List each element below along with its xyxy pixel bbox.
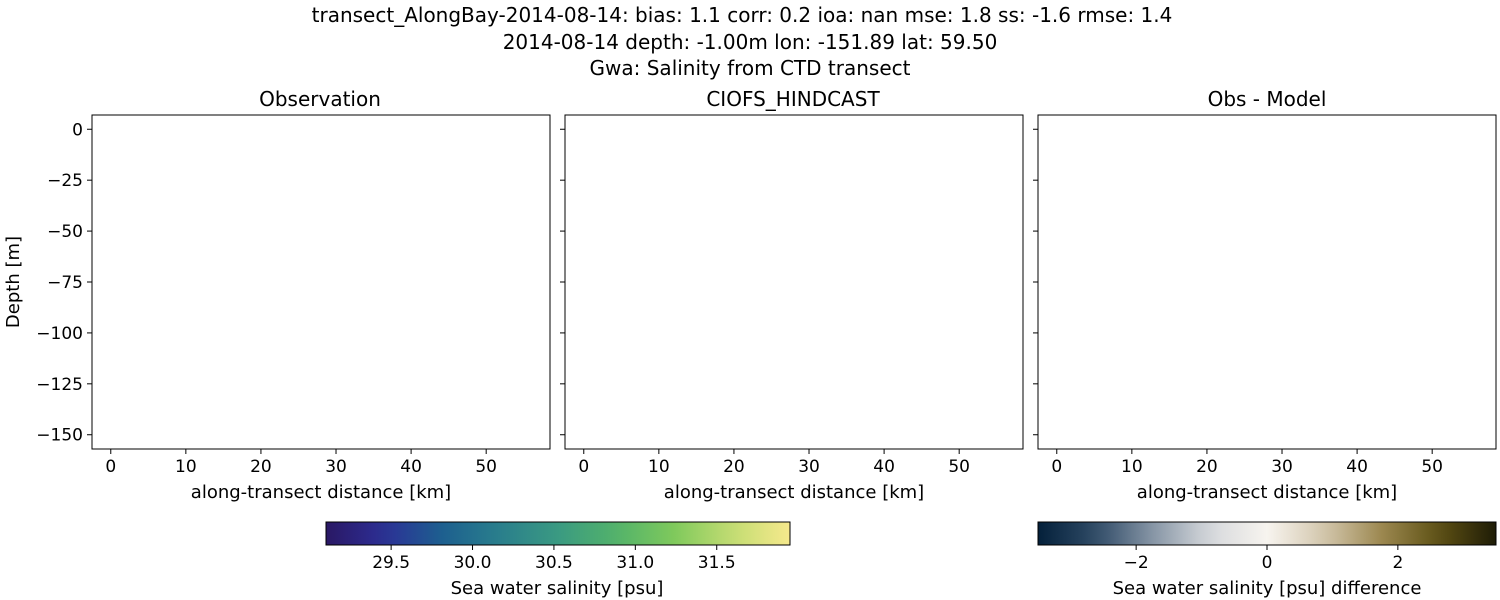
- x-tick-label: 20: [250, 457, 272, 477]
- panel-difference-title: Obs - Model: [1208, 87, 1327, 111]
- colorbar-tick-label: 31.0: [616, 553, 654, 573]
- x-tick-label: 20: [1196, 457, 1218, 477]
- panel-model: CIOFS_HINDCAST 0 10 20 30 40 50 along-transec…: [560, 87, 1024, 503]
- colorbar-salinity-ticks: 29.5 30.0 30.5 31.0 31.5: [372, 545, 736, 573]
- panel-difference-marks: [1052, 127, 1482, 449]
- y-tick-label: −125: [36, 375, 83, 395]
- panel-observation: Observation 0 10 20 30 40 50 0 −25 −50 −75 −100 −1…: [3, 87, 551, 503]
- y-tick-label: −25: [47, 171, 83, 191]
- x-tick-label: 30: [325, 457, 347, 477]
- x-tick-label: 10: [1121, 457, 1143, 477]
- figure-title-line-1: transect_AlongBay-2014-08-14: bias: 1.1 …: [312, 3, 1173, 27]
- y-tick-label: −50: [47, 222, 83, 242]
- panel-observation-y-ticks: 0 −25 −50 −75 −100 −125 −150: [36, 120, 92, 446]
- y-tick-label: −150: [36, 426, 83, 446]
- figure-title-line-3: Gwa: Salinity from CTD transect: [590, 56, 911, 80]
- colorbar-tick-label: 29.5: [372, 553, 410, 573]
- colorbar-tick-label: 2: [1392, 553, 1403, 573]
- colorbar-tick-label: −2: [1124, 553, 1149, 573]
- colorbar-salinity-bar: [325, 521, 791, 546]
- x-tick-label: 30: [798, 457, 820, 477]
- panel-difference-frame: [1037, 114, 1497, 450]
- x-tick-label: 40: [873, 457, 895, 477]
- figure-title-line-2: 2014-08-14 depth: -1.00m lon: -151.89 la…: [503, 30, 998, 54]
- x-tick-label: 50: [948, 457, 970, 477]
- panel-model-xlabel: along-transect distance [km]: [664, 482, 924, 503]
- panel-observation-xlabel: along-transect distance [km]: [191, 482, 451, 503]
- colorbar-difference-bar: [1037, 521, 1497, 546]
- x-tick-label: 0: [1051, 457, 1062, 477]
- panel-difference-y-ticks: [1033, 128, 1038, 436]
- x-tick-label: 0: [578, 457, 589, 477]
- panel-observation-x-ticks: 0 10 20 30 40 50: [105, 449, 497, 477]
- colorbar-salinity: 29.5 30.0 30.5 31.0 31.5 Sea water salinity …: [325, 521, 791, 599]
- x-tick-label: 30: [1271, 457, 1293, 477]
- panel-difference: Obs - Model 0 10 20 30 40 50 along-transect d…: [1033, 87, 1497, 503]
- x-tick-label: 50: [475, 457, 497, 477]
- x-tick-label: 40: [400, 457, 422, 477]
- x-tick-label: 0: [105, 457, 116, 477]
- colorbar-salinity-label: Sea water salinity [psu]: [451, 578, 664, 599]
- x-tick-label: 40: [1346, 457, 1368, 477]
- panel-observation-frame: [91, 114, 551, 450]
- panel-model-y-ticks: [560, 128, 565, 436]
- y-tick-label: 0: [72, 120, 83, 140]
- colorbar-tick-label: 30.0: [454, 553, 492, 573]
- panel-observation-marks: [106, 127, 536, 437]
- panel-model-frame: [564, 114, 1024, 450]
- panel-model-x-ticks: 0 10 20 30 40 50: [578, 449, 970, 477]
- colorbar-tick-label: 0: [1262, 553, 1273, 573]
- x-tick-label: 20: [723, 457, 745, 477]
- panel-difference-xlabel: along-transect distance [km]: [1137, 482, 1397, 503]
- x-tick-label: 10: [648, 457, 670, 477]
- panel-observation-ylabel: Depth [m]: [3, 236, 24, 328]
- panel-model-title: CIOFS_HINDCAST: [706, 87, 880, 111]
- colorbar-difference-label: Sea water salinity [psu] difference: [1113, 578, 1422, 599]
- y-tick-label: −75: [47, 273, 83, 293]
- colorbar-difference-ticks: −2 0 2: [1124, 545, 1403, 573]
- colorbar-tick-label: 30.5: [535, 553, 573, 573]
- panel-observation-title: Observation: [259, 87, 381, 111]
- colorbar-difference: −2 0 2 Sea water salinity [psu] difference: [1037, 521, 1497, 599]
- panel-difference-x-ticks: 0 10 20 30 40 50: [1051, 449, 1443, 477]
- y-tick-label: −100: [36, 324, 83, 344]
- colorbar-tick-label: 31.5: [698, 553, 736, 573]
- x-tick-label: 10: [175, 457, 197, 477]
- x-tick-label: 50: [1421, 457, 1443, 477]
- panel-model-marks: [579, 127, 1009, 437]
